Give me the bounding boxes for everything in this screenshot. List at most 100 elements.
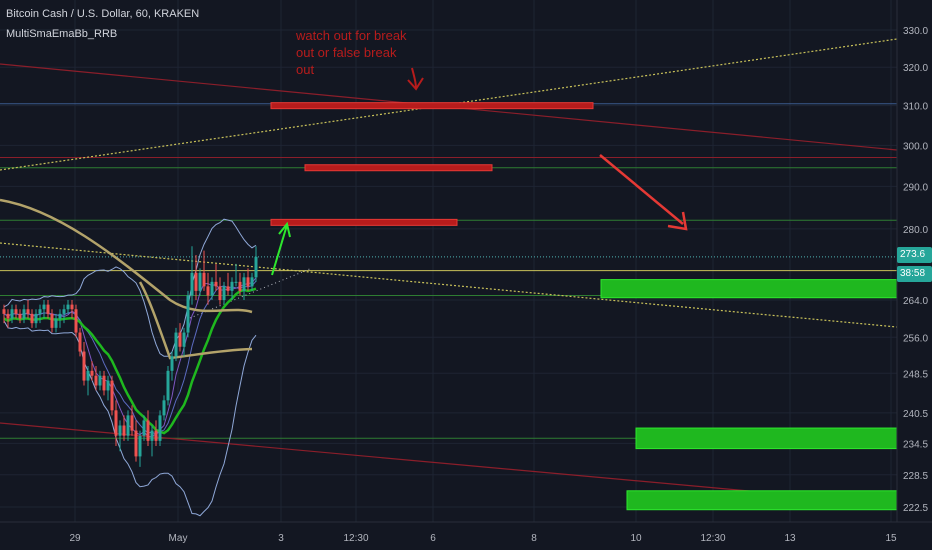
bullish-arrow-shaft bbox=[271, 224, 288, 276]
bollinger-upper-band bbox=[3, 218, 257, 357]
candle-body bbox=[242, 277, 246, 291]
time-tick-label: 29 bbox=[69, 533, 81, 544]
sma-green-line bbox=[3, 287, 257, 435]
candle-body bbox=[162, 400, 166, 416]
candle-body bbox=[90, 370, 94, 376]
candle-body bbox=[50, 313, 54, 328]
price-tick-label: 264.0 bbox=[903, 296, 928, 307]
time-tick-label: 10 bbox=[630, 533, 642, 544]
time-tick-label: May bbox=[169, 533, 188, 544]
time-tick-label: 12:30 bbox=[700, 533, 725, 544]
candle-body bbox=[126, 415, 130, 436]
bearish-arrow-head bbox=[667, 211, 688, 231]
candle-body bbox=[170, 356, 174, 371]
price-tick-label: 256.0 bbox=[903, 333, 928, 344]
bar-countdown-label: 38:58 bbox=[897, 266, 932, 282]
resistance-zone bbox=[304, 164, 493, 172]
candle-body bbox=[118, 425, 122, 436]
price-tick-label: 222.5 bbox=[903, 503, 928, 514]
candle-body bbox=[254, 256, 258, 278]
bullish-arrow-head bbox=[278, 221, 291, 238]
price-axis-ticks: 330.0 320.0 310.0 300.0 290.0 280.0 264.0 256.0… bbox=[903, 26, 928, 514]
indicator-curves bbox=[0, 198, 257, 517]
candles bbox=[2, 246, 258, 467]
candle-body bbox=[150, 430, 154, 441]
time-tick-label: 3 bbox=[278, 533, 284, 544]
time-axis[interactable] bbox=[0, 522, 932, 550]
candle-body bbox=[122, 425, 126, 436]
time-tick-label: 6 bbox=[430, 533, 436, 544]
annotation-line-2: out or false break bbox=[296, 45, 397, 60]
candle-body bbox=[6, 313, 10, 319]
candle-body bbox=[142, 420, 146, 436]
candle-body bbox=[230, 281, 234, 291]
bollinger-lower-band bbox=[3, 320, 257, 517]
candle-body bbox=[110, 380, 114, 411]
candle-body bbox=[10, 309, 14, 319]
price-tick-label: 280.0 bbox=[903, 225, 928, 236]
candle-body bbox=[106, 380, 110, 391]
symbol-title[interactable]: Bitcoin Cash / U.S. Dollar, 60, KRAKEN bbox=[6, 8, 200, 20]
candle-body bbox=[82, 351, 86, 381]
candle-body bbox=[146, 420, 150, 441]
annotation-arrow-shaft bbox=[411, 67, 417, 89]
candle-body bbox=[154, 430, 158, 441]
candle-body bbox=[18, 313, 22, 319]
candle-body bbox=[30, 313, 34, 324]
candle-body bbox=[78, 332, 82, 352]
ema-9-line bbox=[3, 280, 257, 435]
candle-body bbox=[226, 286, 230, 291]
candle-body bbox=[198, 272, 202, 291]
candle-body bbox=[70, 304, 74, 310]
annotation-line-1: watch out for break bbox=[295, 28, 407, 43]
support-zone bbox=[600, 279, 898, 299]
candle-body bbox=[34, 313, 38, 324]
candle-body bbox=[194, 272, 198, 291]
annotation-arrow-head bbox=[407, 77, 424, 91]
candle-body bbox=[114, 410, 118, 436]
resistance-zone bbox=[270, 218, 458, 226]
resistance-zone bbox=[270, 102, 594, 110]
candle-body bbox=[74, 309, 78, 333]
candle-body bbox=[22, 309, 26, 319]
price-tick-label: 290.0 bbox=[903, 182, 928, 193]
candle-body bbox=[14, 309, 18, 314]
candle-body bbox=[202, 272, 206, 287]
drawing-arrows[interactable] bbox=[271, 67, 688, 276]
candle-body bbox=[186, 295, 190, 333]
annotation-text[interactable]: watch out for break out or false break o… bbox=[295, 28, 407, 77]
candle-body bbox=[134, 430, 138, 457]
price-tick-label: 300.0 bbox=[903, 141, 928, 152]
candle-body bbox=[210, 281, 214, 296]
candle-body bbox=[38, 309, 42, 314]
time-tick-label: 15 bbox=[885, 533, 897, 544]
candle-body bbox=[130, 415, 134, 431]
candle-body bbox=[234, 281, 238, 283]
drawing-zones[interactable] bbox=[270, 102, 898, 511]
candle-body bbox=[222, 286, 226, 301]
price-tick-label: 228.5 bbox=[903, 471, 928, 482]
candle-body bbox=[246, 277, 250, 287]
candle-body bbox=[190, 272, 194, 296]
last-price-label: 273.6 bbox=[897, 247, 932, 263]
sma-mid-yellow-line bbox=[138, 281, 253, 360]
candle-body bbox=[178, 332, 182, 347]
support-zone bbox=[626, 490, 898, 511]
time-tick-label: 12:30 bbox=[343, 533, 368, 544]
time-tick-label: 13 bbox=[784, 533, 796, 544]
candle-body bbox=[46, 304, 50, 314]
price-tick-label: 240.5 bbox=[903, 409, 928, 420]
indicator-label[interactable]: MultiSmaEmaBb_RRB bbox=[6, 28, 118, 40]
candle-body bbox=[214, 281, 218, 287]
candle-body bbox=[94, 375, 98, 386]
time-tick-label: 8 bbox=[531, 533, 537, 544]
candle-body bbox=[66, 304, 70, 310]
bearish-arrow-shaft bbox=[599, 154, 684, 225]
candle-body bbox=[86, 370, 90, 381]
price-tick-label: 248.5 bbox=[903, 369, 928, 380]
price-tick-label: 310.0 bbox=[903, 102, 928, 113]
candle-body bbox=[206, 286, 210, 296]
candle-body bbox=[218, 286, 222, 301]
